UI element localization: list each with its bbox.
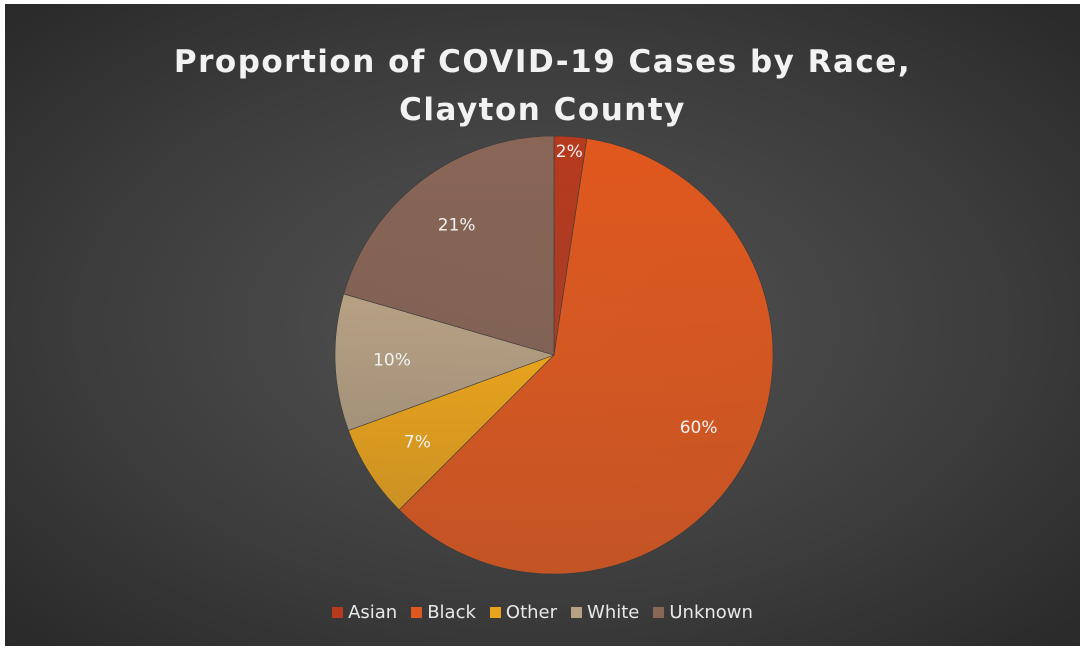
chart-title: Proportion of COVID-19 Cases by Race, Cl… bbox=[5, 38, 1080, 134]
slice-label-other: 7% bbox=[404, 432, 431, 452]
legend-swatch-unknown bbox=[653, 607, 665, 618]
legend-label-unknown: Unknown bbox=[669, 602, 753, 623]
legend-swatch-other bbox=[489, 607, 501, 618]
legend-label-white: White bbox=[587, 602, 640, 623]
legend-item-asian: Asian bbox=[332, 602, 397, 623]
legend-label-other: Other bbox=[505, 602, 558, 623]
legend-swatch-asian bbox=[332, 607, 344, 618]
pie-slice-unknown bbox=[343, 135, 555, 356]
legend-swatch-black bbox=[411, 607, 423, 618]
legend-item-white: White bbox=[571, 602, 639, 623]
pie-slice-black bbox=[398, 138, 774, 575]
legend-label-black: Black bbox=[427, 602, 476, 623]
chart-title-line-1: Proportion of COVID-19 Cases by Race, bbox=[173, 44, 912, 80]
legend-item-other: Other bbox=[489, 602, 558, 623]
slice-label-white: 10% bbox=[373, 351, 411, 371]
legend-item-black: Black bbox=[411, 602, 476, 623]
slice-label-unknown: 21% bbox=[438, 215, 476, 235]
chart-title-line-2: Clayton County bbox=[399, 92, 686, 128]
legend-item-unknown: Unknown bbox=[653, 602, 753, 623]
chart-legend: Asian Black Other White Unknown bbox=[5, 602, 1080, 623]
legend-label-asian: Asian bbox=[348, 602, 398, 623]
slice-label-black: 60% bbox=[680, 418, 718, 438]
pie-chart: 2% 60% 7% 10% 21% bbox=[334, 135, 774, 575]
slice-label-asian: 2% bbox=[556, 142, 583, 162]
chart-area: Proportion of COVID-19 Cases by Race, Cl… bbox=[5, 4, 1080, 646]
legend-swatch-white bbox=[571, 607, 583, 618]
pie-slice-white bbox=[334, 293, 555, 431]
